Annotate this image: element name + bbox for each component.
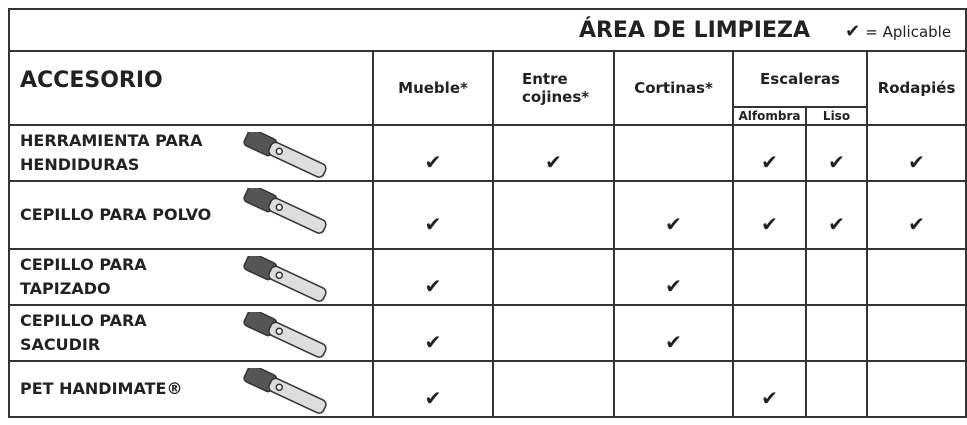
check-cell (492, 360, 615, 418)
column-header: Entre cojines* (492, 50, 615, 126)
column-header: Mueble* (372, 50, 494, 126)
accessory-name: CEPILLO PARA TAPIZADO (20, 255, 147, 298)
check: ✔ (908, 150, 925, 174)
check: ✔ (424, 150, 442, 174)
check-cell: ✔ (372, 360, 494, 418)
check-cell: ✔ (613, 180, 734, 250)
column-header: Cortinas* (613, 50, 734, 126)
check-cell: ✔ (732, 124, 807, 182)
accessory-name: CEPILLO PARA SACUDIR (20, 311, 147, 354)
check-cell (865, 304, 967, 362)
check-cell (613, 360, 734, 418)
row: CEPILLO PARA POLVO ✔ ✔ ✔ ✔ ✔ (8, 180, 967, 250)
accessory-name: PET HANDIMATE® (20, 379, 183, 398)
check-cell (492, 180, 615, 250)
corner: ACCESORIO (8, 50, 374, 126)
check-cell (865, 360, 967, 418)
check: ✔ (761, 386, 778, 410)
check-cell: ✔ (805, 180, 868, 250)
accessory-cell: CEPILLO PARA POLVO (8, 180, 374, 250)
accessory-name: CEPILLO PARA POLVO (20, 205, 212, 224)
accessory-icon (243, 368, 327, 414)
check-cell (732, 304, 807, 362)
check: ✔ (761, 212, 778, 236)
subcolumn-header: Liso (805, 106, 868, 126)
check-cell (492, 304, 615, 362)
check-cell: ✔ (865, 180, 967, 250)
check-cell: ✔ (372, 248, 494, 306)
accessory-icon (243, 188, 327, 234)
check-cell (613, 124, 734, 182)
column-header: Rodapiés (865, 50, 967, 126)
check-cell: ✔ (372, 180, 494, 250)
accessory-icon (243, 132, 327, 178)
check-cell: ✔ (372, 124, 494, 182)
check: ✔ (545, 150, 562, 174)
check-cell: ✔ (732, 360, 807, 418)
subcolumn-header: Alfombra (732, 106, 807, 126)
check-cell: ✔ (805, 124, 868, 182)
check: ✔ (665, 274, 682, 298)
check: ✔ (665, 330, 682, 354)
accessory-cell: CEPILLO PARA TAPIZADO (8, 248, 374, 306)
check-cell (492, 248, 615, 306)
check: ✔ (424, 330, 442, 354)
check: ✔ (665, 212, 682, 236)
table: ÁREA DE LIMPIEZA ✔ = Aplicable ACCESORIO… (7, 8, 967, 418)
check-cell: ✔ (613, 248, 734, 306)
row: CEPILLO PARA SACUDIR ✔ ✔ (8, 304, 967, 362)
check-cell (805, 304, 868, 362)
check-cell (732, 248, 807, 306)
check-cell (865, 248, 967, 306)
column-header: Escaleras (732, 50, 868, 108)
check: ✔ (828, 150, 845, 174)
row: CEPILLO PARA TAPIZADO ✔ ✔ (8, 248, 967, 306)
check: ✔ (424, 212, 442, 236)
accessory-icon (243, 312, 327, 358)
accessory-cell: HERRAMIENTA PARA HENDIDURAS (8, 124, 374, 182)
check-cell: ✔ (372, 304, 494, 362)
title-cell: ÁREA DE LIMPIEZA ✔ = Aplicable (7, 8, 967, 52)
title: ÁREA DE LIMPIEZA (578, 17, 810, 43)
check: ✔ (828, 212, 845, 236)
legend-symbol: ✔ (845, 20, 861, 42)
check-cell: ✔ (613, 304, 734, 362)
accessory-icon (243, 256, 327, 302)
check: ✔ (761, 150, 778, 174)
check-cell: ✔ (492, 124, 615, 182)
accessory-name: HERRAMIENTA PARA HENDIDURAS (20, 131, 203, 174)
accessory-cell: CEPILLO PARA SACUDIR (8, 304, 374, 362)
row: PET HANDIMATE® ✔ ✔ (8, 360, 967, 418)
row: HERRAMIENTA PARA HENDIDURAS ✔ ✔ ✔ ✔ ✔ (8, 124, 967, 182)
legend-text: = Aplicable (865, 22, 952, 41)
check-cell (805, 360, 868, 418)
check-cell: ✔ (732, 180, 807, 250)
check: ✔ (424, 274, 442, 298)
check: ✔ (424, 386, 442, 410)
check-cell (805, 248, 868, 306)
accessory-cell: PET HANDIMATE® (8, 360, 374, 418)
check: ✔ (908, 212, 925, 236)
check-cell: ✔ (865, 124, 967, 182)
